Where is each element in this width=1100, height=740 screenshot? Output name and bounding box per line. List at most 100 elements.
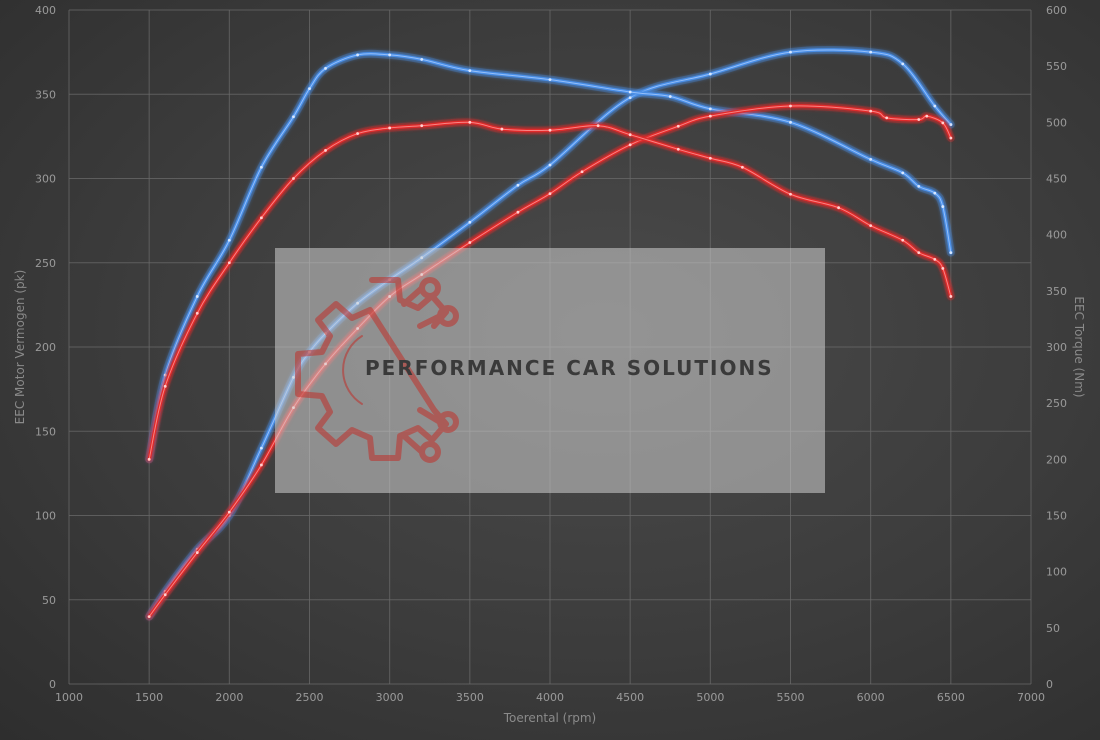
data-point bbox=[324, 149, 327, 152]
data-point bbox=[676, 124, 680, 128]
x-tick-label: 4000 bbox=[536, 691, 564, 704]
data-point bbox=[917, 118, 921, 121]
data-point bbox=[163, 384, 167, 388]
y-right-tick-label: 50 bbox=[1046, 622, 1060, 635]
data-point bbox=[163, 593, 167, 597]
y-right-tick-label: 550 bbox=[1046, 60, 1067, 73]
data-point bbox=[388, 126, 392, 130]
data-point bbox=[420, 58, 424, 61]
data-point bbox=[468, 69, 472, 73]
x-tick-label: 1000 bbox=[55, 691, 83, 704]
y-left-tick-label: 300 bbox=[35, 173, 56, 186]
data-point bbox=[468, 220, 472, 224]
x-tick-label: 1500 bbox=[135, 691, 163, 704]
data-point bbox=[516, 210, 520, 214]
data-point bbox=[708, 72, 712, 76]
data-point bbox=[468, 120, 472, 124]
data-point bbox=[789, 192, 792, 196]
data-point bbox=[227, 238, 231, 242]
data-point bbox=[500, 127, 504, 131]
data-point bbox=[548, 78, 552, 82]
gear-circuit-logo-icon bbox=[295, 277, 459, 463]
data-point bbox=[933, 257, 937, 261]
data-point bbox=[468, 241, 472, 244]
data-point bbox=[147, 615, 151, 618]
data-point bbox=[668, 95, 672, 98]
y-left-tick-label: 0 bbox=[49, 678, 56, 691]
y-right-tick-label: 150 bbox=[1046, 510, 1067, 523]
data-point bbox=[949, 295, 953, 298]
y-right-tick-label: 450 bbox=[1046, 173, 1067, 186]
data-point bbox=[628, 143, 632, 147]
y-left-tick-label: 350 bbox=[35, 88, 56, 101]
y-right-tick-label: 600 bbox=[1046, 4, 1067, 17]
series-torque_stock bbox=[145, 118, 955, 464]
data-point bbox=[324, 67, 327, 70]
data-point bbox=[292, 115, 295, 119]
data-point bbox=[837, 206, 840, 210]
data-point bbox=[628, 96, 632, 100]
data-point bbox=[516, 183, 520, 187]
data-point bbox=[933, 191, 937, 195]
data-point bbox=[356, 53, 359, 57]
axes: 1000 1500 2000 2500 3000 3500 4000 4500 5000 5500… bbox=[13, 4, 1086, 725]
data-point bbox=[941, 121, 945, 125]
data-point bbox=[260, 165, 263, 169]
y-right-tick-label: 100 bbox=[1046, 566, 1067, 579]
x-axis-title: Toerental (rpm) bbox=[503, 711, 596, 725]
data-point bbox=[789, 104, 792, 108]
y-right-tick-label: 250 bbox=[1046, 397, 1067, 410]
data-point bbox=[260, 216, 263, 220]
x-tick-label: 2000 bbox=[215, 691, 243, 704]
data-point bbox=[885, 116, 889, 120]
data-point bbox=[933, 104, 937, 108]
data-point bbox=[147, 457, 151, 461]
y-right-tick-label: 350 bbox=[1046, 285, 1067, 298]
data-point bbox=[901, 62, 905, 66]
data-point bbox=[869, 50, 873, 54]
x-tick-label: 3500 bbox=[456, 691, 484, 704]
data-point bbox=[548, 128, 552, 132]
data-point bbox=[869, 109, 873, 113]
data-point bbox=[596, 124, 600, 128]
x-tick-label: 5500 bbox=[777, 691, 805, 704]
data-point bbox=[901, 171, 905, 175]
series-torque_tuned bbox=[145, 49, 955, 464]
y-left-tick-label: 150 bbox=[35, 425, 56, 438]
data-point bbox=[869, 158, 873, 161]
data-point bbox=[195, 311, 199, 315]
data-point bbox=[708, 114, 712, 118]
data-point bbox=[708, 156, 712, 160]
data-point bbox=[548, 163, 552, 167]
y-right-axis-title: EEC Torque (Nm) bbox=[1072, 296, 1086, 397]
data-point bbox=[925, 114, 929, 118]
x-tick-label: 7000 bbox=[1017, 691, 1045, 704]
data-point bbox=[949, 123, 953, 126]
data-point bbox=[260, 446, 263, 450]
data-point bbox=[628, 90, 632, 94]
x-tick-label: 4500 bbox=[616, 691, 644, 704]
watermark: PERFORMANCE CAR SOLUTIONS bbox=[275, 248, 825, 493]
data-point bbox=[789, 120, 792, 124]
data-point bbox=[163, 373, 167, 377]
data-point bbox=[949, 136, 953, 140]
data-point bbox=[789, 50, 792, 54]
data-point bbox=[917, 251, 921, 255]
x-tick-label: 6500 bbox=[937, 691, 965, 704]
x-tick-label: 3000 bbox=[376, 691, 404, 704]
watermark-text: PERFORMANCE CAR SOLUTIONS bbox=[365, 356, 774, 380]
data-point bbox=[548, 192, 552, 196]
data-point bbox=[260, 463, 263, 467]
data-point bbox=[941, 205, 945, 208]
y-left-tick-label: 250 bbox=[35, 257, 56, 270]
y-left-tick-label: 200 bbox=[35, 341, 56, 354]
data-point bbox=[292, 177, 295, 180]
data-point bbox=[195, 551, 199, 554]
data-point bbox=[869, 224, 873, 228]
data-point bbox=[420, 124, 424, 128]
data-point bbox=[917, 184, 921, 188]
data-point bbox=[388, 53, 392, 57]
y-right-tick-label: 400 bbox=[1046, 229, 1067, 242]
y-right-tick-label: 200 bbox=[1046, 453, 1067, 466]
